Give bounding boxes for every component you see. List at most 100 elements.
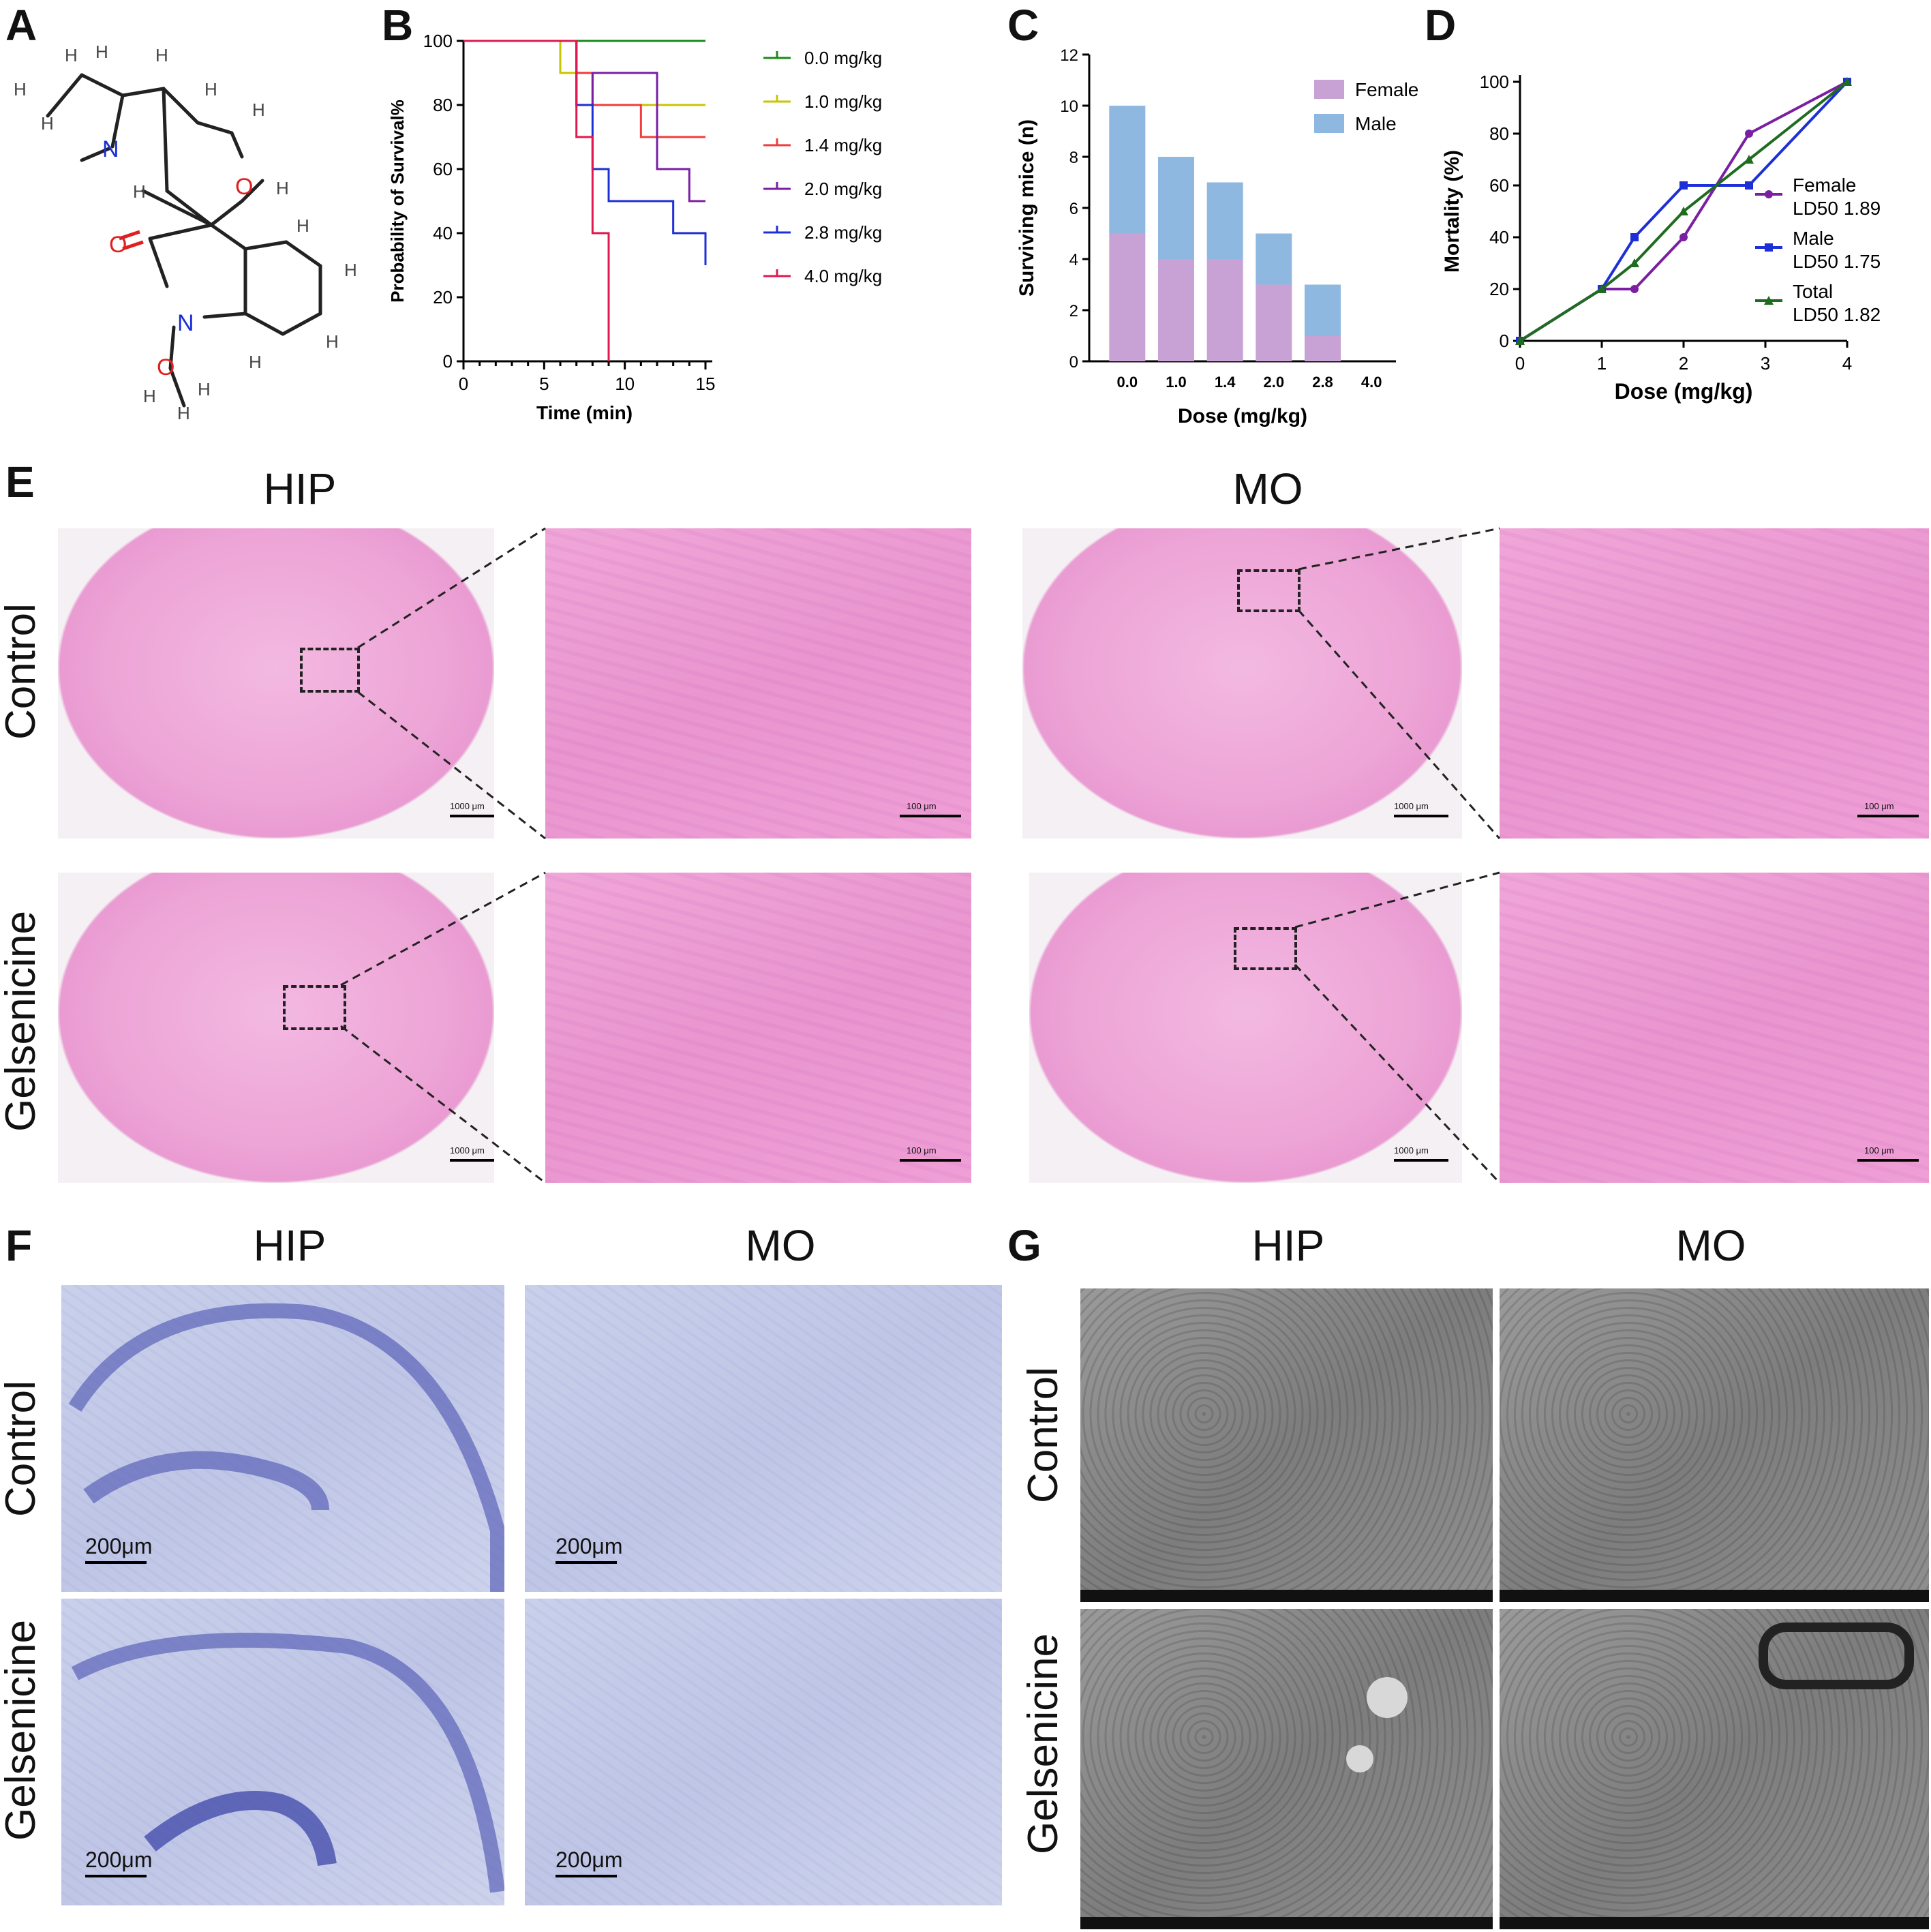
atom-h: H bbox=[297, 215, 309, 236]
data-point-female bbox=[1630, 285, 1639, 293]
atom-h: H bbox=[65, 45, 78, 65]
data-point-total bbox=[1744, 155, 1754, 164]
x-tick-label: 10 bbox=[615, 374, 635, 394]
x-tick-label: 0 bbox=[459, 374, 468, 394]
x-tick-label: 2.0 bbox=[1264, 374, 1285, 391]
survival-chart: 0 20 40 60 80 100 0 5 10 15 Time (min) Probability … bbox=[387, 31, 882, 423]
zoom-box bbox=[300, 648, 360, 693]
legend-swatch bbox=[1314, 114, 1344, 133]
panel-letter-b: B bbox=[382, 1, 414, 50]
x-axis-label: Dose (mg/kg) bbox=[1178, 405, 1307, 427]
legend-label: Female bbox=[1793, 175, 1856, 196]
tem-info-bar bbox=[1080, 1590, 1493, 1602]
bar-male-2.0 bbox=[1256, 233, 1292, 285]
legend-sublabel: LD50 1.75 bbox=[1793, 251, 1881, 272]
molecule-structure: N O O N O H H H H H H H H H H H H H H H … bbox=[14, 42, 357, 423]
atom-h: H bbox=[155, 45, 168, 65]
scalebar bbox=[1857, 1159, 1919, 1162]
y-axis-label: Surviving mice (n) bbox=[1016, 119, 1038, 297]
atom-h: H bbox=[41, 113, 54, 134]
y-tick-label: 8 bbox=[1069, 149, 1078, 167]
e-mo-gelsenicine-zoom: 100 μm bbox=[1500, 873, 1929, 1183]
g-hip-title: HIP bbox=[1251, 1221, 1325, 1270]
panel-letter-g: G bbox=[1007, 1221, 1041, 1270]
legend-label: 2.8 mg/kg bbox=[804, 222, 882, 243]
legend-sublabel: LD50 1.89 bbox=[1793, 198, 1881, 219]
panel-letter-a: A bbox=[5, 1, 37, 50]
x-tick-label: 1.4 bbox=[1215, 374, 1236, 391]
scalebar bbox=[450, 1159, 494, 1162]
bar-female-2.0 bbox=[1256, 284, 1292, 361]
atom-o-carbonyl: O bbox=[109, 232, 127, 258]
legend-marker bbox=[1765, 243, 1773, 252]
f-row-control: Control bbox=[0, 1380, 44, 1517]
g-row-control: Control bbox=[1020, 1367, 1067, 1503]
scalebar-label: 1000 μm bbox=[450, 801, 485, 811]
atom-h: H bbox=[177, 403, 190, 423]
g-mo-gelsenicine bbox=[1500, 1609, 1929, 1929]
atom-h: H bbox=[276, 178, 289, 198]
scalebar bbox=[1394, 815, 1448, 817]
scalebar-label: 200μm bbox=[556, 1847, 623, 1872]
legend-label: 1.0 mg/kg bbox=[804, 91, 882, 112]
y-tick-label: 0 bbox=[443, 351, 453, 372]
zoom-box bbox=[1237, 569, 1301, 612]
data-point-female bbox=[1745, 130, 1753, 138]
tem-info-bar bbox=[1080, 1917, 1493, 1929]
y-tick-label: 12 bbox=[1060, 46, 1078, 65]
y-tick-label: 60 bbox=[433, 159, 453, 179]
scalebar-label: 200μm bbox=[556, 1534, 623, 1558]
bar-female-2.8 bbox=[1304, 335, 1341, 361]
y-axis-label: Probability of Survival% bbox=[387, 100, 408, 303]
bar-female-1.4 bbox=[1206, 259, 1243, 361]
f-mo-gelsenicine: 200μm bbox=[525, 1599, 1002, 1905]
scalebar-label: 100 μm bbox=[907, 1145, 937, 1156]
scalebar-label: 1000 μm bbox=[1394, 1145, 1429, 1156]
atom-h: H bbox=[143, 386, 156, 406]
f-mo-title: MO bbox=[745, 1221, 816, 1270]
f-hip-title: HIP bbox=[253, 1221, 326, 1270]
zoom-box bbox=[1234, 927, 1297, 970]
f-hip-gelsenicine: 200μm bbox=[61, 1599, 504, 1905]
x-tick-label: 2 bbox=[1679, 353, 1688, 374]
scalebar bbox=[85, 1875, 147, 1877]
data-point-male bbox=[1630, 233, 1639, 241]
dentate-gyrus-shape bbox=[68, 1303, 504, 1592]
atom-h: H bbox=[249, 352, 262, 372]
e-mo-title: MO bbox=[1232, 464, 1303, 513]
x-tick-label: 15 bbox=[696, 374, 716, 394]
vacuole bbox=[1346, 1745, 1373, 1772]
x-tick-label: 2.8 bbox=[1312, 374, 1333, 391]
y-tick-label: 40 bbox=[433, 223, 453, 243]
e-mo-gelsenicine-overview: 1000 μm bbox=[1029, 873, 1462, 1183]
y-tick-label: 2 bbox=[1069, 302, 1078, 320]
y-tick-label: 80 bbox=[433, 95, 453, 115]
atom-h: H bbox=[198, 379, 211, 399]
g-row-gelsenicine: Gelsenicine bbox=[1020, 1633, 1067, 1854]
g-hip-gelsenicine bbox=[1080, 1609, 1493, 1929]
scalebar-label: 1000 μm bbox=[450, 1145, 485, 1156]
scalebar bbox=[900, 1159, 961, 1162]
legend-label: 2.0 mg/kg bbox=[804, 179, 882, 199]
e-hip-control-overview: 1000 μm bbox=[58, 528, 494, 839]
surviving-mice-chart: 0 2 4 6 8 10 12 0.0 1.0 1.4 2.0 2.8 4.0 Dose (mg/kg) S… bbox=[1016, 46, 1418, 427]
scalebar bbox=[556, 1875, 617, 1877]
atom-h: H bbox=[326, 331, 339, 352]
y-tick-label: 60 bbox=[1489, 175, 1509, 196]
legend-label: Total bbox=[1793, 281, 1833, 302]
atom-h: H bbox=[252, 100, 265, 120]
g-mo-control bbox=[1500, 1288, 1929, 1602]
legend-label: 1.4 mg/kg bbox=[804, 135, 882, 155]
bar-female-1.0 bbox=[1157, 259, 1195, 361]
y-axis-label: Mortality (%) bbox=[1441, 150, 1463, 273]
y-tick-label: 100 bbox=[1480, 72, 1509, 92]
y-tick-label: 0 bbox=[1069, 353, 1078, 372]
panel-letter-f: F bbox=[5, 1221, 33, 1270]
atom-h: H bbox=[14, 79, 27, 100]
panel-letter-e: E bbox=[5, 457, 35, 507]
legend-swatch bbox=[1314, 80, 1344, 99]
scalebar-label: 100 μm bbox=[1864, 801, 1894, 811]
f-mo-control: 200μm bbox=[525, 1285, 1002, 1592]
data-point-female bbox=[1679, 233, 1688, 241]
panel-letter-d: D bbox=[1425, 1, 1457, 50]
